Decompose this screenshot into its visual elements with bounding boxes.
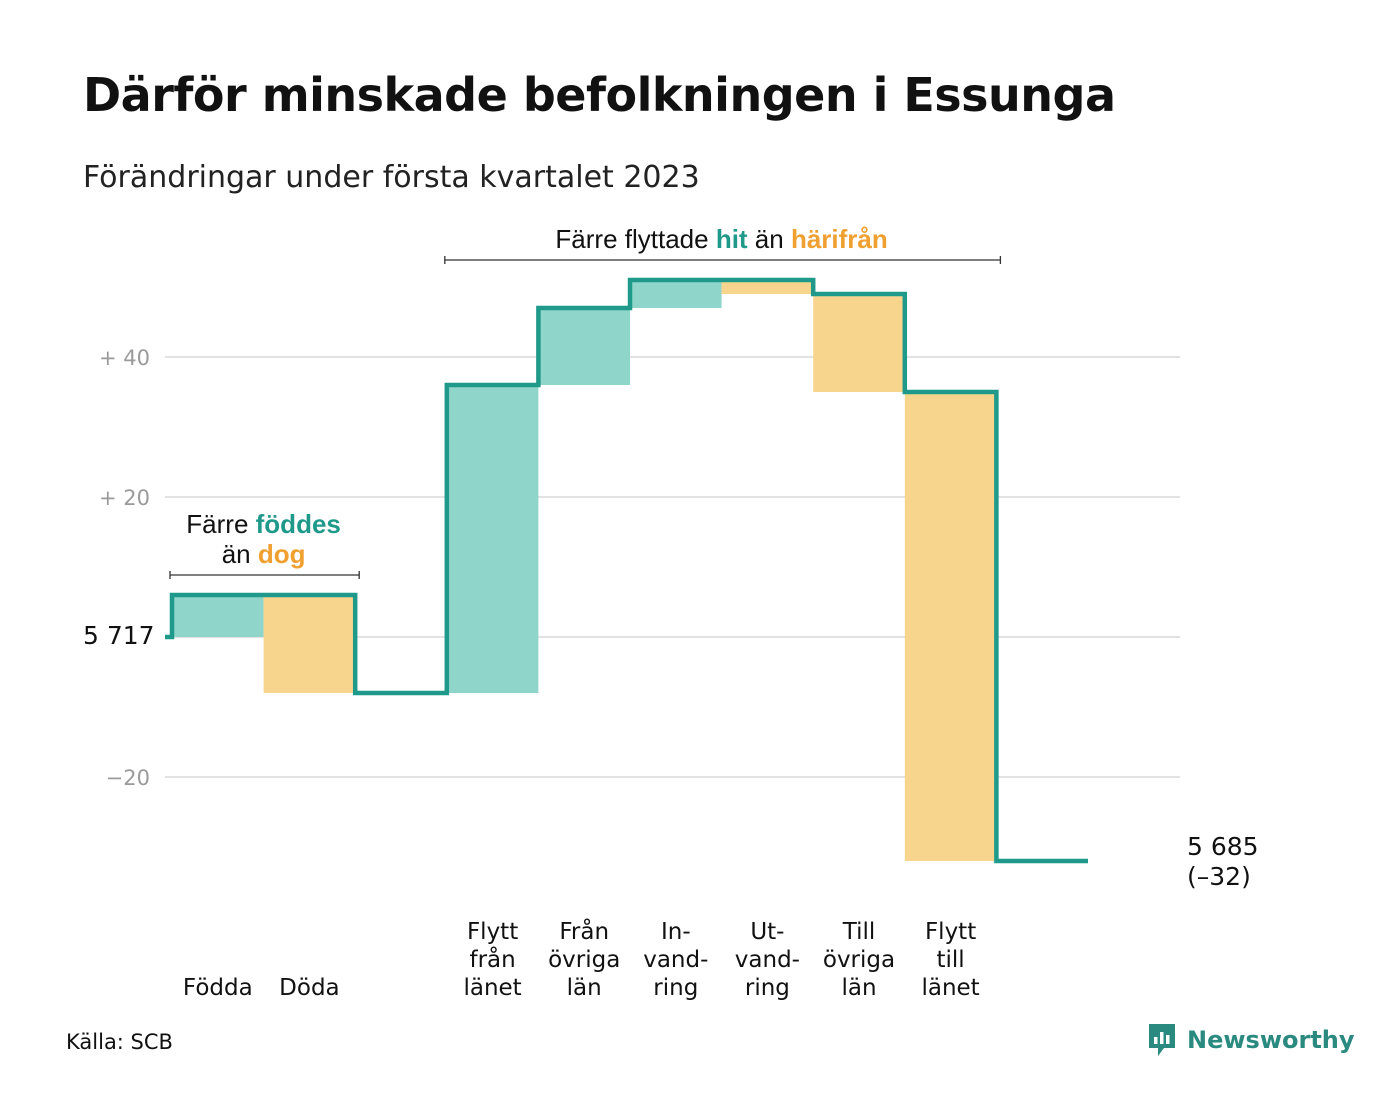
newsworthy-logo-icon <box>1149 1024 1175 1056</box>
bar-decrease <box>263 595 356 693</box>
y-tick-label: −20 <box>106 766 150 790</box>
grid-layer <box>165 356 1180 778</box>
category-label: Från övriga län <box>548 917 620 1001</box>
page-title: Därför minskade befolkningen i Essunga <box>83 68 1116 122</box>
bar-decrease <box>904 392 997 861</box>
annotation-text: än dog <box>222 539 306 569</box>
line-layer <box>165 277 1088 864</box>
category-label: In-vand-ring <box>643 919 708 1001</box>
source-note: Källa: SCB <box>66 1030 173 1054</box>
annotation-text: Färre flyttade hit än härifrån <box>555 224 887 254</box>
bar-increase <box>630 280 722 308</box>
bars-layer <box>172 280 997 861</box>
cumulative-step-line <box>165 277 1088 864</box>
end-change-label: (–32) <box>1187 862 1251 891</box>
category-label: Flytt till länet <box>921 919 979 1001</box>
bar-decrease <box>813 294 905 392</box>
category-label: Till övriga län <box>823 919 895 1001</box>
category-label: Födda <box>183 975 253 1001</box>
category-label: Ut-vand-ring <box>735 919 800 1001</box>
y-tick-label: + 20 <box>99 486 150 510</box>
labels-layer: + 40 + 20 −20 Födda Döda Flytt från länet Från öv… <box>83 346 1259 1001</box>
brand-name: Newsworthy <box>1187 1026 1355 1054</box>
bar-increase <box>172 595 264 637</box>
y-tick-label: + 40 <box>99 346 150 370</box>
end-value-label: 5 685 <box>1187 832 1259 861</box>
page-subtitle: Förändringar under första kvartalet 2023 <box>83 160 700 195</box>
brand-logo[interactable]: Newsworthy <box>1147 1022 1355 1058</box>
bar-decrease <box>721 280 814 294</box>
category-label: Flytt från länet <box>463 919 521 1001</box>
annotation-text: Färre föddes <box>186 509 341 539</box>
bar-increase <box>538 308 630 385</box>
bar-increase <box>446 385 539 693</box>
category-label: Döda <box>279 975 339 1001</box>
start-value-label: 5 717 <box>83 621 155 650</box>
